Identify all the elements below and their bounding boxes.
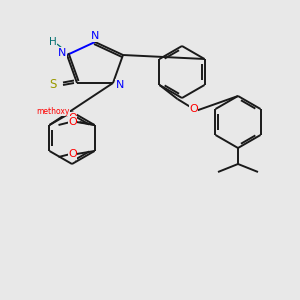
Text: O: O bbox=[189, 104, 198, 114]
Text: O: O bbox=[68, 149, 77, 159]
Text: methoxy: methoxy bbox=[36, 106, 69, 116]
Text: N: N bbox=[91, 31, 99, 41]
Text: N: N bbox=[116, 80, 124, 90]
Text: O: O bbox=[68, 117, 77, 127]
Text: H: H bbox=[49, 37, 57, 47]
Text: S: S bbox=[49, 77, 57, 91]
Text: N: N bbox=[58, 48, 66, 58]
Text: O: O bbox=[68, 113, 77, 123]
